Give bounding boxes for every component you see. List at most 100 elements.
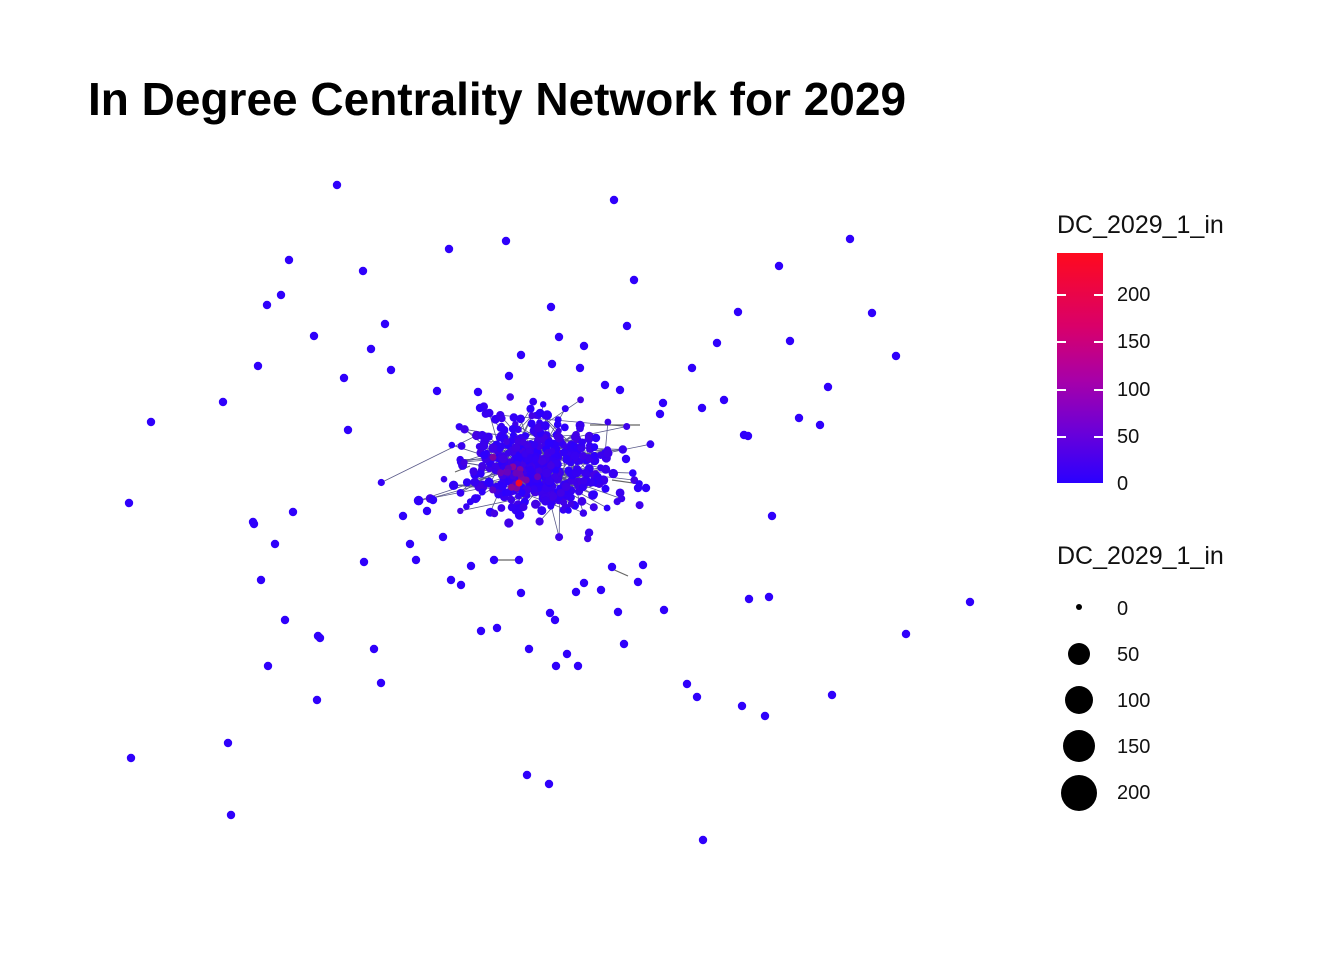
network-node	[629, 469, 637, 477]
network-node	[479, 441, 489, 451]
network-node	[744, 594, 754, 604]
network-node	[901, 629, 911, 639]
network-node	[584, 528, 594, 537]
network-node	[526, 466, 534, 475]
network-node	[743, 431, 753, 441]
network-node	[492, 623, 502, 633]
color-legend-title: DC_2029_1_in	[1057, 211, 1224, 239]
network-node	[560, 423, 569, 432]
network-node	[432, 386, 442, 396]
network-node	[527, 419, 536, 428]
network-node	[579, 578, 589, 588]
network-node	[497, 481, 507, 491]
color-legend-bar	[1057, 253, 1103, 483]
size-key-200	[1061, 775, 1097, 811]
network-node	[596, 585, 606, 595]
network-node	[615, 385, 625, 395]
network-node	[256, 575, 266, 585]
size-legend-label-0: 0	[1117, 598, 1129, 620]
network-node	[343, 425, 353, 435]
network-node	[249, 519, 259, 529]
network-node	[579, 509, 588, 517]
network-node	[476, 469, 485, 478]
network-node	[126, 753, 136, 763]
network-node	[507, 495, 516, 504]
size-legend-title: DC_2029_1_in	[1057, 542, 1224, 570]
network-node	[440, 475, 448, 483]
network-node	[270, 539, 280, 549]
network-node	[497, 504, 506, 512]
network-node	[619, 639, 629, 649]
network-node	[737, 701, 747, 711]
network-node	[584, 431, 594, 441]
network-node	[497, 469, 505, 477]
network-node	[589, 503, 598, 512]
network-node	[484, 477, 494, 487]
network-node	[591, 433, 601, 443]
network-node	[501, 236, 511, 246]
network-node	[463, 503, 470, 510]
network-node	[547, 502, 555, 510]
network-node	[499, 425, 509, 435]
network-node	[607, 562, 617, 572]
network-node	[540, 421, 550, 431]
network-node	[504, 449, 512, 457]
network-node	[226, 810, 236, 820]
network-node	[262, 300, 272, 310]
network-node	[540, 496, 550, 506]
network-node	[603, 504, 611, 512]
network-node	[577, 396, 584, 404]
network-node	[489, 453, 497, 461]
network-node	[535, 517, 544, 526]
network-node	[489, 486, 497, 494]
network-node	[581, 468, 590, 478]
network-node	[490, 509, 499, 518]
network-node	[845, 234, 855, 244]
network-node	[480, 450, 489, 460]
network-node	[507, 503, 516, 512]
colorbar-tick	[1057, 341, 1066, 343]
network-node	[646, 440, 655, 449]
colorbar-tick	[1094, 389, 1103, 391]
color-legend-label-100: 100	[1117, 379, 1151, 401]
network-node	[575, 363, 585, 373]
network-node	[460, 425, 469, 434]
network-node	[470, 477, 480, 487]
network-node	[532, 455, 539, 463]
network-node	[146, 417, 156, 427]
network-node	[476, 626, 486, 636]
network-node	[658, 398, 668, 408]
size-key-100	[1065, 686, 1093, 714]
network-node	[698, 835, 708, 845]
network-node	[596, 451, 605, 459]
network-node	[516, 470, 524, 478]
network-node	[555, 427, 562, 435]
network-node	[446, 575, 456, 585]
network-node	[444, 244, 454, 254]
network-node	[497, 442, 506, 450]
colorbar-tick	[1057, 294, 1066, 296]
colorbar-tick	[1094, 294, 1103, 296]
network-node	[473, 494, 481, 502]
network-node	[460, 459, 468, 466]
network-node	[601, 484, 610, 493]
network-node	[509, 413, 518, 422]
network-node	[504, 371, 514, 381]
network-node	[525, 447, 533, 454]
network-node	[218, 397, 228, 407]
network-node	[546, 461, 555, 470]
network-node	[369, 644, 379, 654]
network-node	[565, 507, 572, 514]
network-node	[514, 510, 525, 520]
network-node	[508, 425, 517, 433]
network-node	[562, 649, 572, 659]
network-node	[457, 442, 466, 450]
network-node	[867, 308, 877, 318]
network-node	[733, 307, 743, 317]
network-node	[600, 380, 610, 390]
network-node	[603, 448, 613, 458]
network-node	[488, 443, 498, 453]
network-node	[498, 454, 508, 464]
network-node	[767, 511, 777, 521]
network-node	[547, 359, 557, 369]
